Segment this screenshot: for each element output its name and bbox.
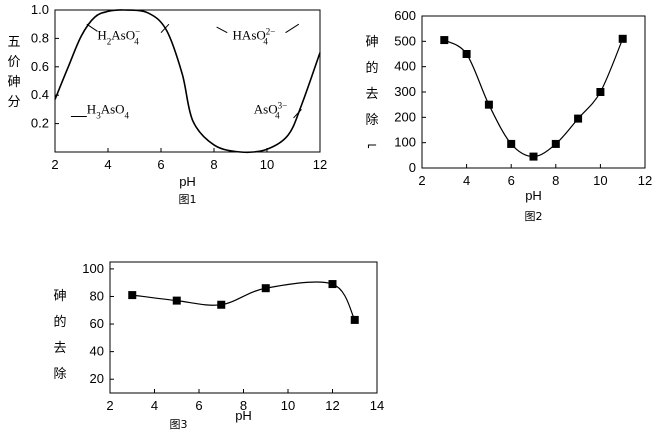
- x-tick-label: 6: [157, 157, 164, 172]
- data-point: [128, 291, 137, 300]
- y-axis-label-char: ⌐: [367, 139, 378, 154]
- data-point: [529, 152, 538, 161]
- data-point: [217, 300, 226, 309]
- x-axis-title: pH: [525, 188, 542, 203]
- y-tick-label: 0.6: [31, 59, 49, 74]
- y-tick-label: 0.2: [31, 116, 49, 131]
- y-axis-label-char: 去: [365, 87, 378, 102]
- data-point: [328, 280, 337, 289]
- y-axis-label-char: 价: [7, 55, 20, 70]
- label-leader: [293, 109, 302, 119]
- species-label: AsO3− 4: [254, 100, 287, 120]
- y-axis-label-char: 砷: [53, 289, 66, 304]
- x-tick-label: 8: [210, 157, 217, 172]
- x-tick-label: 2: [418, 173, 425, 188]
- data-point: [551, 139, 560, 148]
- data-point: [172, 296, 181, 305]
- figure-caption: 图1: [179, 193, 197, 206]
- series-line: [132, 281, 356, 321]
- x-tick-label: 12: [313, 157, 327, 172]
- label-leader: [160, 23, 170, 34]
- y-tick-label: 0: [409, 160, 416, 175]
- label-leader: [285, 23, 300, 34]
- data-point: [484, 100, 493, 109]
- fraction-curve: [54, 9, 321, 154]
- y-axis-label-char: 的: [53, 314, 66, 330]
- y-axis-label-char: 除: [53, 367, 66, 382]
- x-tick-label: 8: [240, 398, 247, 413]
- figure-caption: 图2: [525, 210, 543, 223]
- x-tick-label: 12: [638, 173, 652, 188]
- data-point: [462, 50, 471, 58]
- y-axis-label-char: 去: [53, 341, 66, 356]
- y-tick-label: 200: [394, 109, 416, 124]
- x-axis-title: pH: [235, 408, 252, 423]
- figure-caption: 图3: [170, 418, 188, 431]
- x-tick-label: 10: [260, 157, 274, 172]
- x-tick-label: 4: [463, 173, 470, 188]
- y-tick-label: 600: [394, 8, 416, 23]
- y-axis-label-char: 除: [365, 113, 378, 128]
- y-axis-label-char: 五: [7, 35, 20, 50]
- data-point: [618, 34, 627, 43]
- x-tick-label: 6: [195, 398, 202, 413]
- x-tick-label: 10: [593, 173, 607, 188]
- y-tick-label: 400: [394, 59, 416, 74]
- y-tick-label: 100: [82, 261, 104, 276]
- label-leader: [216, 26, 228, 34]
- plot-frame: [54, 9, 321, 153]
- y-tick-label: 0.8: [31, 30, 49, 45]
- y-axis-label-char: 分: [7, 95, 20, 110]
- data-point: [350, 315, 359, 324]
- x-tick-label: 8: [552, 173, 559, 188]
- y-tick-label: 60: [90, 316, 104, 331]
- series-line: [443, 38, 624, 158]
- y-axis-label-char: 的: [365, 60, 378, 76]
- species-label: HAsO2− 4: [233, 27, 276, 47]
- plot-frame: [109, 261, 378, 394]
- data-point: [596, 88, 605, 96]
- x-tick-label: 6: [508, 173, 515, 188]
- y-tick-label: 500: [394, 33, 416, 48]
- y-tick-label: 300: [394, 84, 416, 99]
- label-leader: [86, 23, 98, 32]
- x-tick-label: 2: [106, 398, 113, 413]
- x-tick-label: 12: [325, 398, 339, 413]
- x-tick-label: 10: [281, 398, 295, 413]
- y-axis-label-char: 砷: [7, 75, 20, 90]
- x-tick-label: 4: [151, 398, 158, 413]
- y-tick-label: 1.0: [31, 2, 49, 17]
- data-point: [507, 139, 516, 148]
- data-point: [261, 284, 270, 293]
- species-label: H2AsO− 4: [97, 27, 140, 47]
- y-axis-label-char: 砷: [365, 35, 378, 50]
- plot-frame: [421, 15, 646, 169]
- x-tick-label: 2: [51, 157, 58, 172]
- species-label: H3AsO4: [87, 101, 130, 120]
- y-tick-label: 80: [90, 288, 104, 303]
- y-tick-label: 0.4: [31, 87, 49, 102]
- y-tick-label: 20: [90, 371, 104, 386]
- x-tick-label: 14: [370, 398, 384, 413]
- y-tick-label: 100: [394, 135, 416, 150]
- y-tick-label: 40: [90, 344, 104, 359]
- x-axis-title: pH: [179, 174, 196, 189]
- data-point: [574, 114, 583, 123]
- x-tick-label: 4: [104, 157, 111, 172]
- data-point: [440, 36, 449, 45]
